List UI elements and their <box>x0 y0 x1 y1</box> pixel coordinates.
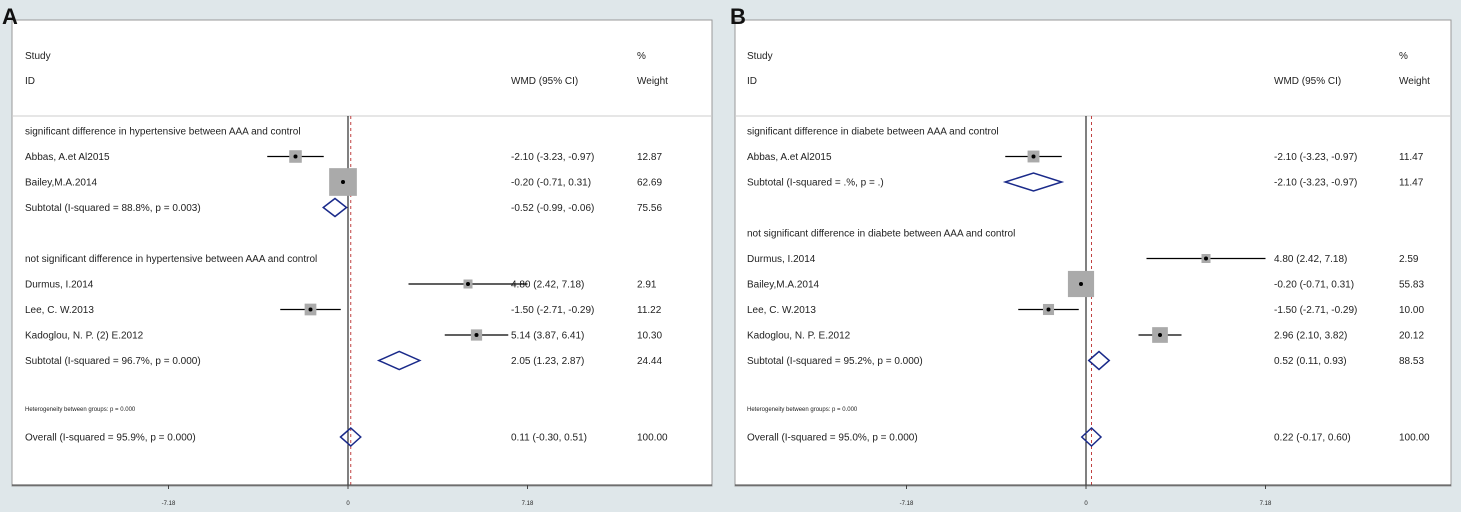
subtotal-weight: 11.47 <box>1399 178 1424 189</box>
study-ci: -1.50 (-2.71, -0.29) <box>511 305 594 316</box>
group-label: significant difference in hypertensive b… <box>25 127 301 138</box>
study-ci: 2.96 (2.10, 3.82) <box>1274 331 1347 342</box>
header-study: Study <box>25 51 51 62</box>
x-tick-label: 0 <box>1084 501 1088 507</box>
point-estimate <box>1079 282 1083 286</box>
study-ci: -2.10 (-3.23, -0.97) <box>1274 152 1357 163</box>
point-estimate <box>466 282 470 286</box>
header-id: ID <box>747 76 757 87</box>
study-ci: 5.14 (3.87, 6.41) <box>511 331 584 342</box>
forest-panel-a: A Study ID WMD (95% CI)% Weight -7.18 0 7.18 sig… <box>2 4 713 507</box>
subtotal-weight: 24.44 <box>637 356 662 367</box>
point-estimate <box>474 333 479 337</box>
subtotal-ci: -0.52 (-0.99, -0.06) <box>511 203 594 214</box>
x-tick-label: -7.18 <box>162 501 176 507</box>
study-label: Bailey,M.A.2014 <box>747 280 820 291</box>
header-effect: WMD (95% CI) <box>1274 76 1341 87</box>
header-weight: Weight <box>637 76 668 87</box>
study-ci: -2.10 (-3.23, -0.97) <box>511 152 594 163</box>
study-label: Lee, C. W.2013 <box>747 305 816 316</box>
overall-label: Overall (I-squared = 95.0%, p = 0.000) <box>747 433 918 444</box>
study-label: Abbas, A.et Al2015 <box>25 152 110 163</box>
study-weight: 11.47 <box>1399 152 1424 163</box>
point-estimate <box>308 307 313 312</box>
heterogeneity-note: Heterogeneity between groups: p = 0.000 <box>747 407 858 413</box>
overall-ci: 0.22 (-0.17, 0.60) <box>1274 433 1351 444</box>
group-label: not significant difference in diabete be… <box>747 229 1015 240</box>
study-label: Kadoglou, N. P. (2) E.2012 <box>25 331 144 342</box>
header-pct: % <box>1399 51 1408 62</box>
subtotal-weight: 75.56 <box>637 203 662 214</box>
subtotal-label: Subtotal (I-squared = 88.8%, p = 0.003) <box>25 203 201 214</box>
study-weight: 2.59 <box>1399 254 1419 265</box>
panel-label: B <box>730 4 746 29</box>
overall-diamond <box>1080 426 1103 448</box>
header-pct: % <box>637 51 646 62</box>
x-tick-label: -7.18 <box>900 501 914 507</box>
subtotal-ci: -2.10 (-3.23, -0.97) <box>1274 178 1357 189</box>
subtotal-label: Subtotal (I-squared = 95.2%, p = 0.000) <box>747 356 923 367</box>
group-label: not significant difference in hypertensi… <box>25 254 317 265</box>
point-estimate <box>341 180 345 184</box>
forest-panel-b: B Study ID WMD (95% CI)% Weight -7.18 0 7.18 sig… <box>730 4 1452 507</box>
study-label: Durmus, I.2014 <box>25 280 94 291</box>
study-weight: 11.22 <box>637 305 662 316</box>
study-label: Lee, C. W.2013 <box>25 305 94 316</box>
study-ci: 4.80 (2.42, 7.18) <box>511 280 584 291</box>
study-label: Abbas, A.et Al2015 <box>747 152 832 163</box>
point-estimate <box>1204 256 1208 261</box>
header-weight: Weight <box>1399 76 1430 87</box>
subtotal-weight: 88.53 <box>1399 356 1424 367</box>
plot-area <box>11 19 713 487</box>
study-ci: 4.80 (2.42, 7.18) <box>1274 254 1347 265</box>
study-weight: 62.69 <box>637 178 662 189</box>
point-estimate <box>1158 333 1162 337</box>
subtotal-diamond <box>376 350 422 371</box>
subtotal-label: Subtotal (I-squared = 96.7%, p = 0.000) <box>25 356 201 367</box>
study-weight: 20.12 <box>1399 331 1424 342</box>
study-label: Bailey,M.A.2014 <box>25 178 98 189</box>
point-estimate <box>293 154 298 159</box>
subtotal-label: Subtotal (I-squared = .%, p = .) <box>747 178 884 189</box>
overall-diamond <box>339 426 362 448</box>
group-label: significant difference in diabete betwee… <box>747 127 999 138</box>
study-weight: 10.30 <box>637 331 662 342</box>
study-ci: -0.20 (-0.71, 0.31) <box>511 178 591 189</box>
plot-area <box>734 19 1452 487</box>
x-tick-label: 7.18 <box>522 501 534 507</box>
study-weight: 55.83 <box>1399 280 1424 291</box>
study-weight: 10.00 <box>1399 305 1424 316</box>
subtotal-ci: 0.52 (0.11, 0.93) <box>1274 356 1347 367</box>
header-study: Study <box>747 51 773 62</box>
overall-label: Overall (I-squared = 95.9%, p = 0.000) <box>25 433 196 444</box>
point-estimate <box>1031 154 1036 159</box>
study-weight: 2.91 <box>637 280 657 291</box>
overall-weight: 100.00 <box>1399 433 1430 444</box>
subtotal-diamond <box>322 197 348 218</box>
point-estimate <box>1046 307 1051 312</box>
study-ci: -0.20 (-0.71, 0.31) <box>1274 280 1354 291</box>
study-weight: 12.87 <box>637 152 662 163</box>
overall-weight: 100.00 <box>637 433 668 444</box>
study-label: Kadoglou, N. P. E.2012 <box>747 331 851 342</box>
header-id: ID <box>25 76 35 87</box>
x-tick-label: 0 <box>346 501 350 507</box>
overall-ci: 0.11 (-0.30, 0.51) <box>511 433 587 444</box>
heterogeneity-note: Heterogeneity between groups: p = 0.000 <box>25 407 136 413</box>
study-ci: -1.50 (-2.71, -0.29) <box>1274 305 1357 316</box>
subtotal-ci: 2.05 (1.23, 2.87) <box>511 356 584 367</box>
header-effect: WMD (95% CI) <box>511 76 578 87</box>
subtotal-diamond <box>1002 172 1065 192</box>
x-tick-label: 7.18 <box>1260 501 1272 507</box>
panel-label: A <box>2 4 18 29</box>
study-label: Durmus, I.2014 <box>747 254 816 265</box>
subtotal-diamond <box>1087 350 1111 371</box>
